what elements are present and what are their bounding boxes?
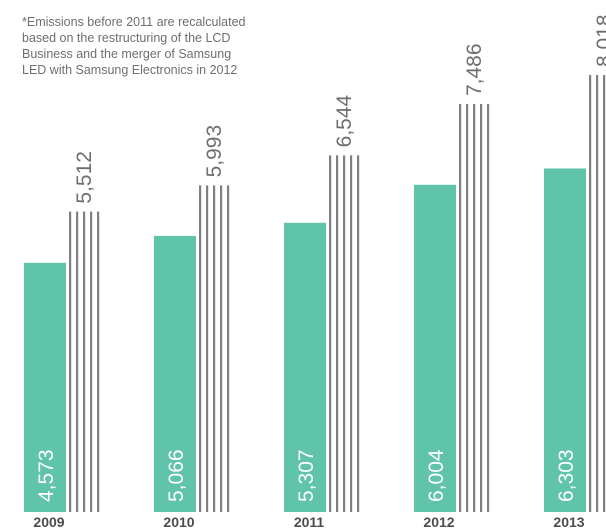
bar-2010-series2-stripe bbox=[199, 185, 202, 512]
footnote: *Emissions before 2011 are recalculated … bbox=[22, 15, 246, 77]
bar-2012-series2-stripe bbox=[459, 104, 462, 512]
bar-value-label-2010-series1: 5,066 bbox=[165, 449, 188, 502]
bar-2009-series2-stripe bbox=[76, 211, 79, 512]
bar-2010-series2-stripe bbox=[227, 185, 230, 512]
bar-value-label-2013-series2: 8,018 bbox=[593, 14, 606, 67]
bar-value-label-2012-series1: 6,004 bbox=[425, 449, 448, 502]
x-tick-label-2012: 2012 bbox=[423, 514, 454, 530]
bar-2012-series2-stripe bbox=[487, 104, 490, 512]
bar-2011-series2-stripe bbox=[350, 155, 353, 513]
bar-2009-series2-stripe bbox=[97, 211, 100, 512]
bar-2009-series1 bbox=[24, 262, 66, 512]
bar-2012-series1 bbox=[414, 184, 456, 513]
bar-2012-series2-stripe bbox=[473, 104, 476, 512]
bar-value-label-2009-series2: 5,512 bbox=[73, 151, 96, 204]
bar-2013-series2-stripe bbox=[596, 75, 599, 513]
bar-2009-series2-stripe bbox=[90, 211, 93, 512]
x-tick-label-2011: 2011 bbox=[294, 514, 325, 530]
x-tick-label-2013: 2013 bbox=[553, 514, 584, 530]
bar-2011-series2-stripe bbox=[336, 155, 339, 513]
bar-2010-series2-stripe bbox=[220, 185, 223, 512]
bar-2013-series2-stripe bbox=[589, 75, 592, 513]
bar-2011-series1 bbox=[284, 222, 326, 512]
bar-2009-series2-stripe bbox=[83, 211, 86, 512]
x-tick-label-2009: 2009 bbox=[33, 514, 64, 530]
bar-2012-series2-stripe bbox=[466, 104, 469, 512]
bar-value-label-2011-series1: 5,307 bbox=[295, 449, 318, 502]
bar-2011-series2-stripe bbox=[357, 155, 360, 513]
bar-2012-series2-stripe bbox=[480, 104, 483, 512]
bar-2011-series2-stripe bbox=[329, 155, 332, 513]
bar-2013-series1 bbox=[544, 168, 586, 512]
bar-2011-series2-stripe bbox=[343, 155, 346, 513]
bar-value-label-2009-series1: 4,573 bbox=[35, 449, 58, 502]
bar-2010-series2-stripe bbox=[206, 185, 209, 512]
bar-value-label-2011-series2: 6,544 bbox=[333, 94, 356, 147]
bar-2010-series1 bbox=[154, 235, 196, 512]
bar-value-label-2010-series2: 5,993 bbox=[203, 125, 226, 178]
x-tick-label-2010: 2010 bbox=[163, 514, 194, 530]
bar-value-label-2012-series2: 7,486 bbox=[463, 43, 486, 96]
bar-2010-series2-stripe bbox=[213, 185, 216, 512]
bar-value-label-2013-series1: 6,303 bbox=[555, 449, 578, 502]
bar-2013-series2-stripe bbox=[603, 75, 606, 513]
bar-2009-series2-stripe bbox=[69, 211, 72, 512]
